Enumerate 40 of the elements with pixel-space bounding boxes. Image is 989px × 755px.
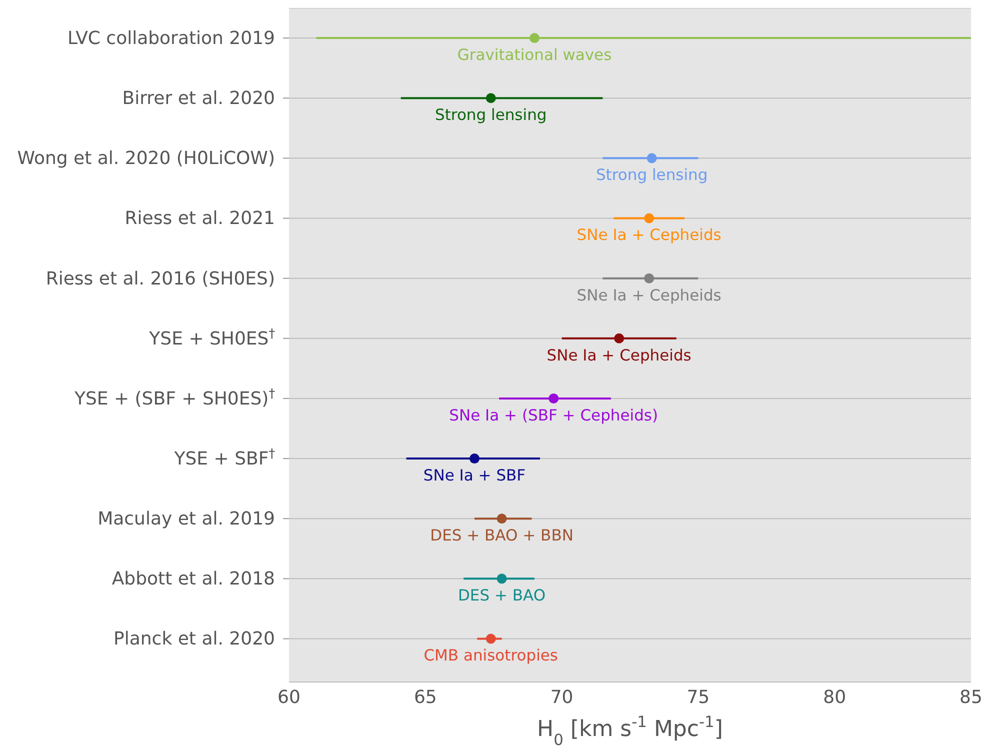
x-tick-label: 60 xyxy=(278,686,300,708)
annotation: DES + BAO xyxy=(458,586,546,605)
y-tick-label: Planck et al. 2020 xyxy=(114,628,275,650)
annotation: Strong lensing xyxy=(596,166,708,184)
x-tick-label: 70 xyxy=(550,686,574,708)
y-tick-label: Abbott et al. 2018 xyxy=(112,568,275,590)
point xyxy=(614,333,624,344)
x-axis-title: H$_{0}$ [km s$^{-1}$ Mpc$^{-1}$] xyxy=(537,713,723,749)
point xyxy=(646,153,657,164)
x-tick-label: 80 xyxy=(823,686,846,708)
annotation: CMB anisotropies xyxy=(424,646,558,665)
point xyxy=(644,213,654,224)
point xyxy=(496,514,507,524)
y-tick-label: Wong et al. 2020 (H0LiCOW) xyxy=(17,148,275,170)
point xyxy=(470,454,480,464)
annotation: DES + BAO + BBN xyxy=(430,526,574,545)
point xyxy=(496,574,507,584)
y-tick-label: YSE + SH0ES$^{†}$ xyxy=(148,324,275,350)
point xyxy=(644,273,654,284)
point xyxy=(486,93,496,104)
annotation: SNe Ia + (SBF + Cepheids) xyxy=(449,406,658,424)
y-tick-label: Maculay et al. 2019 xyxy=(98,508,275,530)
annotation: SNe Ia + Cepheids xyxy=(546,346,692,364)
x-tick-label: 75 xyxy=(686,686,710,708)
y-tick-label: YSE + (SBF + SH0ES)$^{†}$ xyxy=(73,384,275,410)
y-tick-label: Riess et al. 2021 xyxy=(124,208,275,230)
point xyxy=(486,634,496,644)
annotation: SNe Ia + Cepheids xyxy=(576,286,722,304)
x-tick-label: 65 xyxy=(414,686,437,708)
y-tick-label: Riess et al. 2016 (SH0ES) xyxy=(46,268,275,290)
y-tick-label: YSE + SBF$^{†}$ xyxy=(173,445,275,470)
point xyxy=(548,393,559,404)
annotation: SNe Ia + SBF xyxy=(423,466,526,485)
annotation: Strong lensing xyxy=(435,106,547,124)
y-tick-label: Birrer et al. 2020 xyxy=(122,88,275,110)
annotation: SNe Ia + Cepheids xyxy=(576,226,722,244)
x-tick-label: 85 xyxy=(960,686,982,708)
point xyxy=(530,33,540,44)
y-tick-label: LVC collaboration 2019 xyxy=(68,28,275,50)
annotation: Gravitational waves xyxy=(457,46,612,64)
